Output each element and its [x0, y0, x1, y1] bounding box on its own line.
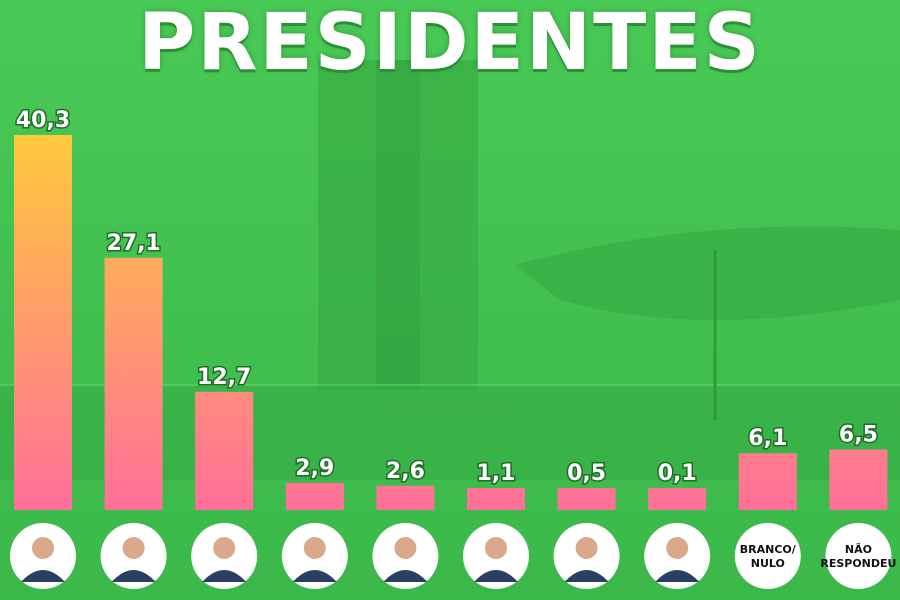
category-label: RESPONDEU — [820, 557, 896, 570]
data-label-5: 2,6 — [386, 459, 425, 484]
data-label-7: 0,5 — [567, 461, 606, 486]
category-circle — [734, 523, 801, 589]
avatar-head — [32, 537, 54, 559]
category-circle — [825, 523, 892, 589]
avatar-body — [21, 570, 65, 582]
avatar-head — [666, 537, 689, 559]
avatar-head — [213, 537, 236, 559]
bar-4 — [285, 483, 344, 510]
category-label: BRANCO/ — [740, 543, 797, 556]
bar-5 — [376, 485, 435, 510]
avatar-head — [485, 537, 507, 559]
bar-7 — [557, 488, 616, 510]
avatar-head — [122, 537, 145, 559]
data-label-4: 2,9 — [295, 456, 334, 481]
bar-10 — [829, 449, 888, 510]
data-label-9: 6,1 — [748, 426, 787, 451]
bar-9 — [738, 453, 797, 510]
category-label: NULO — [751, 557, 785, 570]
data-label-2: 27,1 — [106, 231, 160, 256]
avatar-body — [655, 570, 700, 582]
bar-2 — [104, 257, 163, 510]
data-label-3: 12,7 — [197, 365, 251, 390]
avatar-body — [111, 570, 156, 582]
data-label-10: 6,5 — [839, 423, 878, 448]
avatar-head — [575, 537, 598, 559]
avatar-body — [564, 570, 609, 582]
data-label-8: 0,1 — [658, 461, 697, 486]
bar-3 — [195, 391, 254, 510]
avatar-body — [383, 570, 428, 582]
avatar-head — [303, 537, 326, 559]
data-label-1: 40,3 — [16, 108, 70, 133]
category-label: NÃO — [845, 543, 872, 556]
bar-8 — [648, 488, 707, 510]
bar-6 — [467, 488, 525, 510]
bar-1 — [14, 135, 72, 510]
avatar-body — [202, 570, 247, 582]
avatar-head — [394, 537, 417, 559]
avatar-body — [474, 570, 518, 582]
data-label-6: 1,1 — [477, 461, 516, 486]
avatar-body — [292, 570, 337, 582]
chart-title: PRESIDENTES — [138, 0, 762, 88]
